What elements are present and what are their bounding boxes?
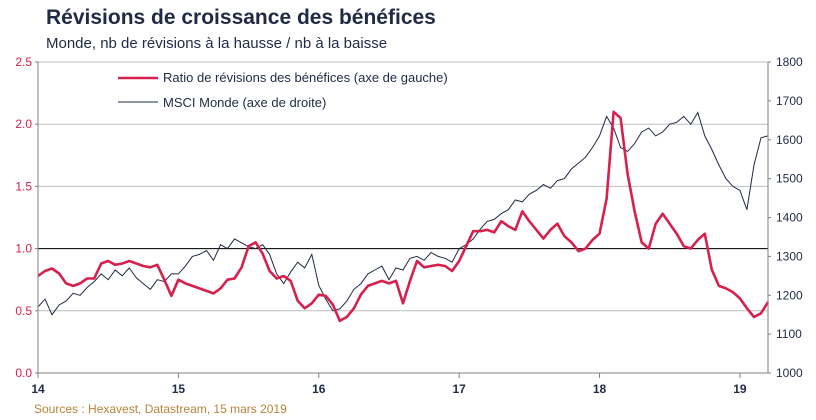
y-left-tick-label: 1.0: [15, 242, 32, 256]
y-right-tick-label: 1800: [776, 55, 803, 69]
y-left-tick-label: 2.5: [15, 55, 32, 69]
y-left-tick-label: 0.5: [15, 304, 32, 318]
x-axis-ticks: 14 15 16 17 18 19: [31, 373, 747, 396]
x-tick-label: 18: [593, 382, 607, 396]
chart-source: Sources : Hexavest, Datastream, 15 mars …: [34, 402, 287, 416]
y-right-tick-label: 1200: [776, 288, 803, 302]
series-ratio-revisions-line: [37, 110, 770, 323]
y-right-tick-label: 1400: [776, 211, 803, 225]
y-left-tick-label: 2.0: [15, 117, 32, 131]
y-right-tick-label: 1500: [776, 172, 803, 186]
x-tick-label: 16: [312, 382, 326, 396]
y-axis-right-ticks: 1000 1100 1200 1300 1400 1500 1600 1700 1800: [768, 55, 803, 380]
y-right-tick-label: 1600: [776, 133, 803, 147]
x-tick-label: 19: [733, 382, 747, 396]
chart-subtitle: Monde, nb de révisions à la hausse / nb …: [46, 35, 388, 52]
y-right-tick-label: 1000: [776, 366, 803, 380]
y-right-tick-label: 1100: [776, 327, 802, 341]
y-right-tick-label: 1300: [776, 249, 803, 263]
legend-label-ratio: Ratio de révisions des bénéfices (axe de…: [163, 70, 448, 85]
legend: Ratio de révisions des bénéfices (axe de…: [118, 70, 448, 110]
x-tick-label: 14: [31, 382, 45, 396]
y-right-tick-label: 1700: [776, 94, 803, 108]
x-tick-label: 15: [172, 382, 186, 396]
y-left-tick-label: 0.0: [15, 366, 32, 380]
x-tick-label: 17: [452, 382, 466, 396]
y-axis-left-ticks: 0.0 0.5 1.0 1.5 2.0 2.5: [15, 55, 38, 380]
legend-label-msci: MSCI Monde (axe de droite): [163, 95, 326, 110]
y-left-tick-label: 1.5: [15, 179, 32, 193]
chart-title: Révisions de croissance des bénéfices: [46, 6, 436, 29]
series-msci-monde-line: [37, 111, 769, 316]
